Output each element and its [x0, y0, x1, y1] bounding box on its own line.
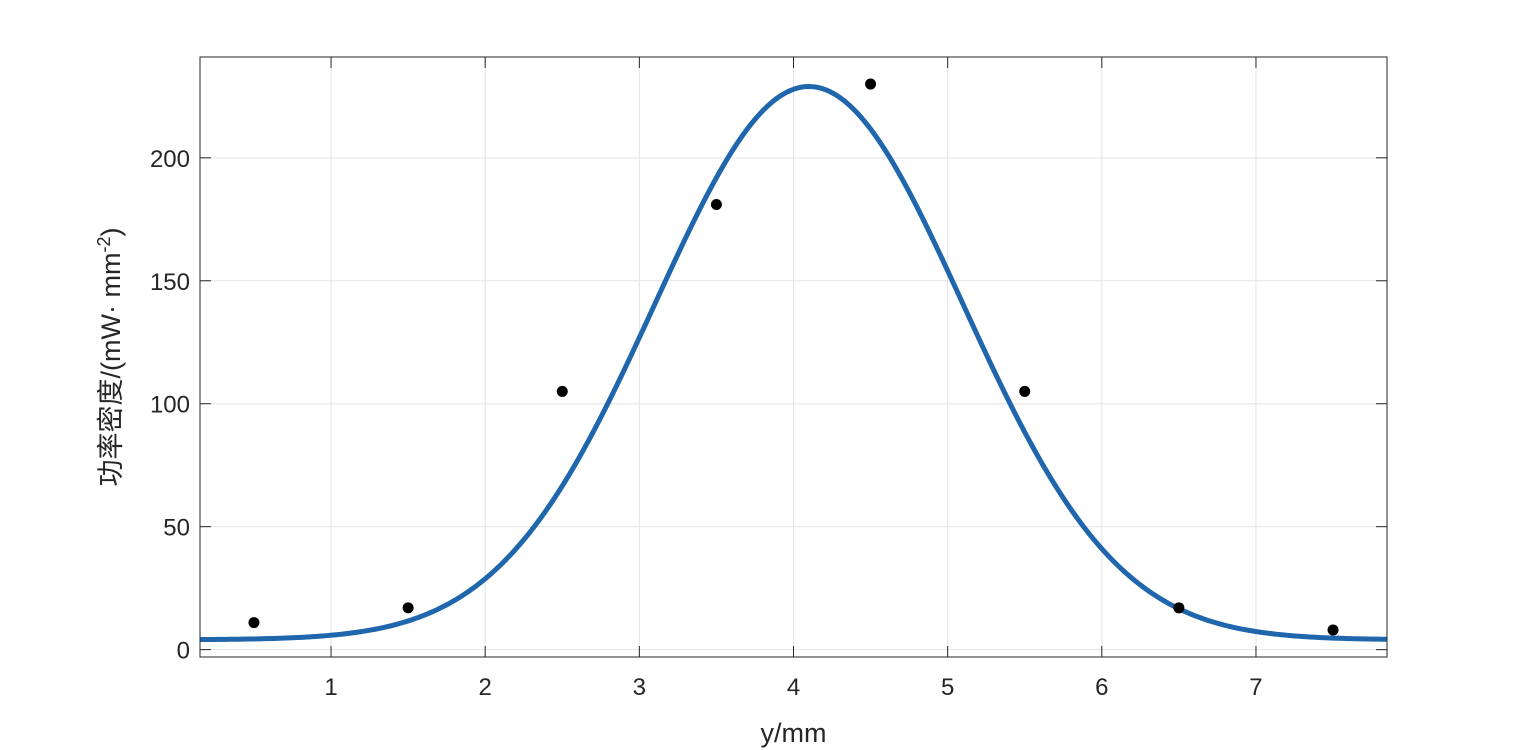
grid: [200, 57, 1387, 657]
y-axis-label-close: ): [96, 228, 126, 237]
data-point: [865, 79, 876, 90]
data-point: [1328, 624, 1339, 635]
y-tick-labels: 0 50 100 150 200: [150, 146, 190, 665]
x-tick-label: 4: [787, 674, 800, 701]
x-tick-label: 7: [1249, 674, 1262, 701]
x-axis-label: y/mm: [761, 718, 827, 748]
data-point: [1019, 386, 1030, 397]
y-tick-label: 150: [150, 269, 190, 296]
y-axis-label-main: 功率密度/(mW· mm: [96, 253, 126, 487]
y-tick-label: 0: [177, 638, 190, 665]
y-axis-label-superscript: -2: [94, 237, 114, 253]
x-tick-label: 6: [1095, 674, 1108, 701]
y-tick-label: 50: [163, 515, 190, 542]
x-tick-label: 5: [941, 674, 954, 701]
y-axis-label: 功率密度/(mW· mm-2): [94, 228, 126, 487]
data-point: [248, 617, 259, 628]
data-point: [557, 386, 568, 397]
data-point: [711, 199, 722, 210]
x-tick-label: 3: [633, 674, 646, 701]
x-tick-labels: 1 2 3 4 5 6 7: [324, 674, 1262, 701]
y-tick-label: 200: [150, 146, 190, 173]
x-tick-label: 1: [324, 674, 337, 701]
data-point: [403, 602, 414, 613]
data-point: [1173, 602, 1184, 613]
x-tick-label: 2: [479, 674, 492, 701]
y-tick-label: 100: [150, 392, 190, 419]
